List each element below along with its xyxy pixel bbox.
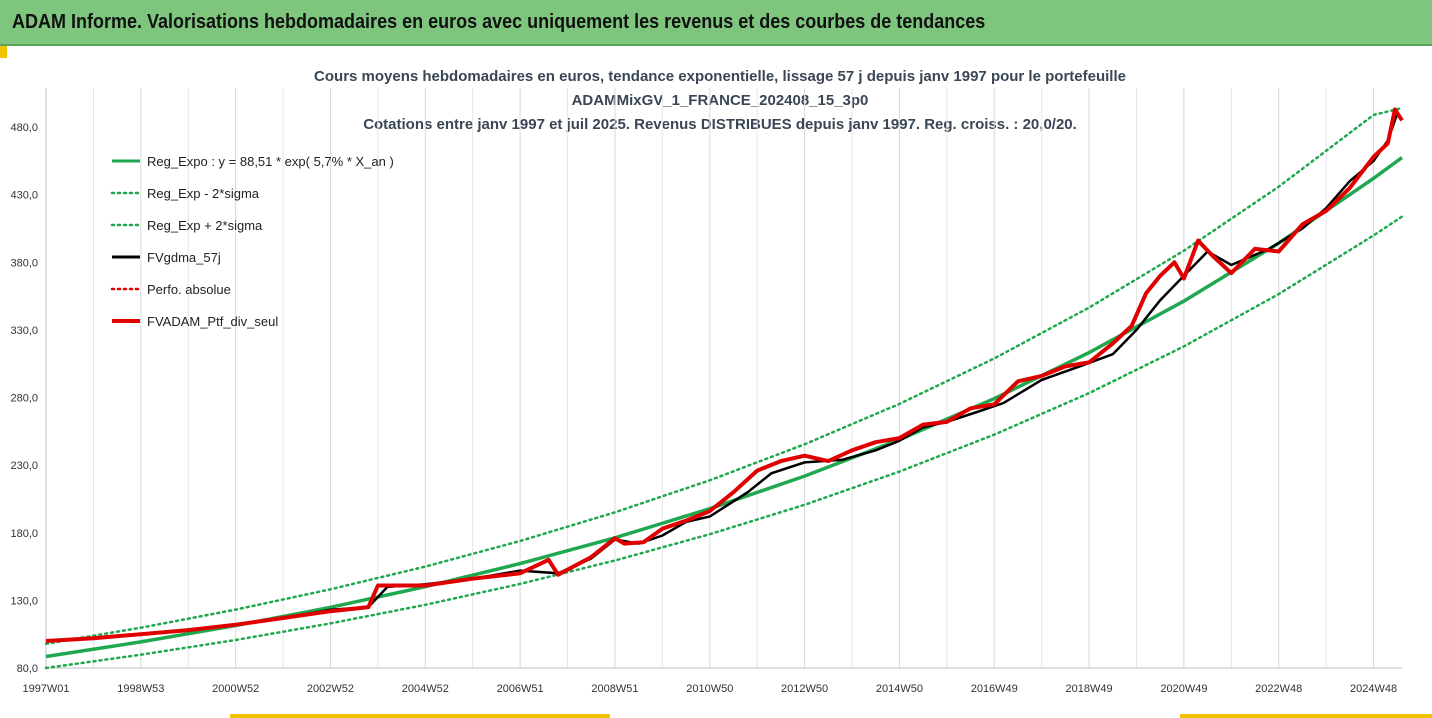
y-tick-label: 130,0 — [10, 595, 38, 607]
chart-title-line-2: ADAMMixGV_1_FRANCE_202408_15_3p0 — [572, 92, 869, 109]
axes: 80,0 130,0 180,0 230,0 280,0 330,0 380,0 430,0 4… — [10, 88, 1402, 695]
x-tick-label: 2010W50 — [686, 683, 733, 695]
chart-title-line-1: Cours moyens hebdomadaires en euros, ten… — [314, 68, 1126, 85]
x-tick-label: 2014W50 — [876, 683, 923, 695]
x-tick-label: 2018W49 — [1066, 683, 1113, 695]
accent-bar-left — [0, 46, 7, 58]
x-tick-label: 2006W51 — [497, 683, 544, 695]
y-tick-label: 230,0 — [10, 460, 38, 472]
y-tick-label: 430,0 — [10, 190, 38, 202]
legend: Reg_Expo : y = 88,51 * exp( 5,7% * X_an … — [110, 154, 394, 329]
x-tick-label: 2012W50 — [781, 683, 828, 695]
x-tick-label: 2008W51 — [591, 683, 638, 695]
series-line-fvadam-ptf-div-seul — [45, 107, 1404, 643]
grid-lines — [45, 88, 1375, 668]
series-layer — [44, 106, 1404, 670]
series-line-reg-exp-plus-2sigma — [44, 106, 1404, 646]
legend-label-1: Reg_Exp - 2*sigma — [147, 186, 260, 201]
y-tick-label: 330,0 — [10, 325, 38, 337]
accent-bar-bottom — [230, 714, 610, 718]
y-tick-label: 80,0 — [17, 663, 38, 675]
chart-title-line-3: Cotations entre janv 1997 et juil 2025. … — [363, 116, 1077, 133]
legend-label-0: Reg_Expo : y = 88,51 * exp( 5,7% * X_an … — [147, 154, 394, 169]
y-tick-label: 180,0 — [10, 528, 38, 540]
accent-bar-bottom-right — [1180, 714, 1432, 718]
x-tick-label: 2016W49 — [971, 683, 1018, 695]
x-tick-label: 1998W53 — [117, 683, 164, 695]
header-banner: ADAM Informe. Valorisations hebdomadaire… — [0, 0, 1432, 46]
x-tick-label: 2000W52 — [212, 683, 259, 695]
x-tick-label: 2024W48 — [1350, 683, 1397, 695]
x-tick-label: 1997W01 — [22, 683, 69, 695]
legend-label-2: Reg_Exp + 2*sigma — [147, 218, 263, 233]
series-line-reg-exp-minus-2sigma — [44, 215, 1404, 670]
x-tick-label: 2002W52 — [307, 683, 354, 695]
header-title: ADAM Informe. Valorisations hebdomadaire… — [12, 11, 986, 33]
y-tick-label: 480,0 — [10, 122, 38, 134]
legend-label-3: FVgdma_57j — [147, 250, 221, 265]
legend-label-4: Perfo. absolue — [147, 282, 231, 297]
legend-label-5: FVADAM_Ptf_div_seul — [147, 314, 278, 329]
x-tick-label: 2020W49 — [1160, 683, 1207, 695]
y-tick-label: 280,0 — [10, 393, 38, 405]
y-tick-label: 380,0 — [10, 257, 38, 269]
x-tick-label: 2004W52 — [402, 683, 449, 695]
x-tick-label: 2022W48 — [1255, 683, 1302, 695]
